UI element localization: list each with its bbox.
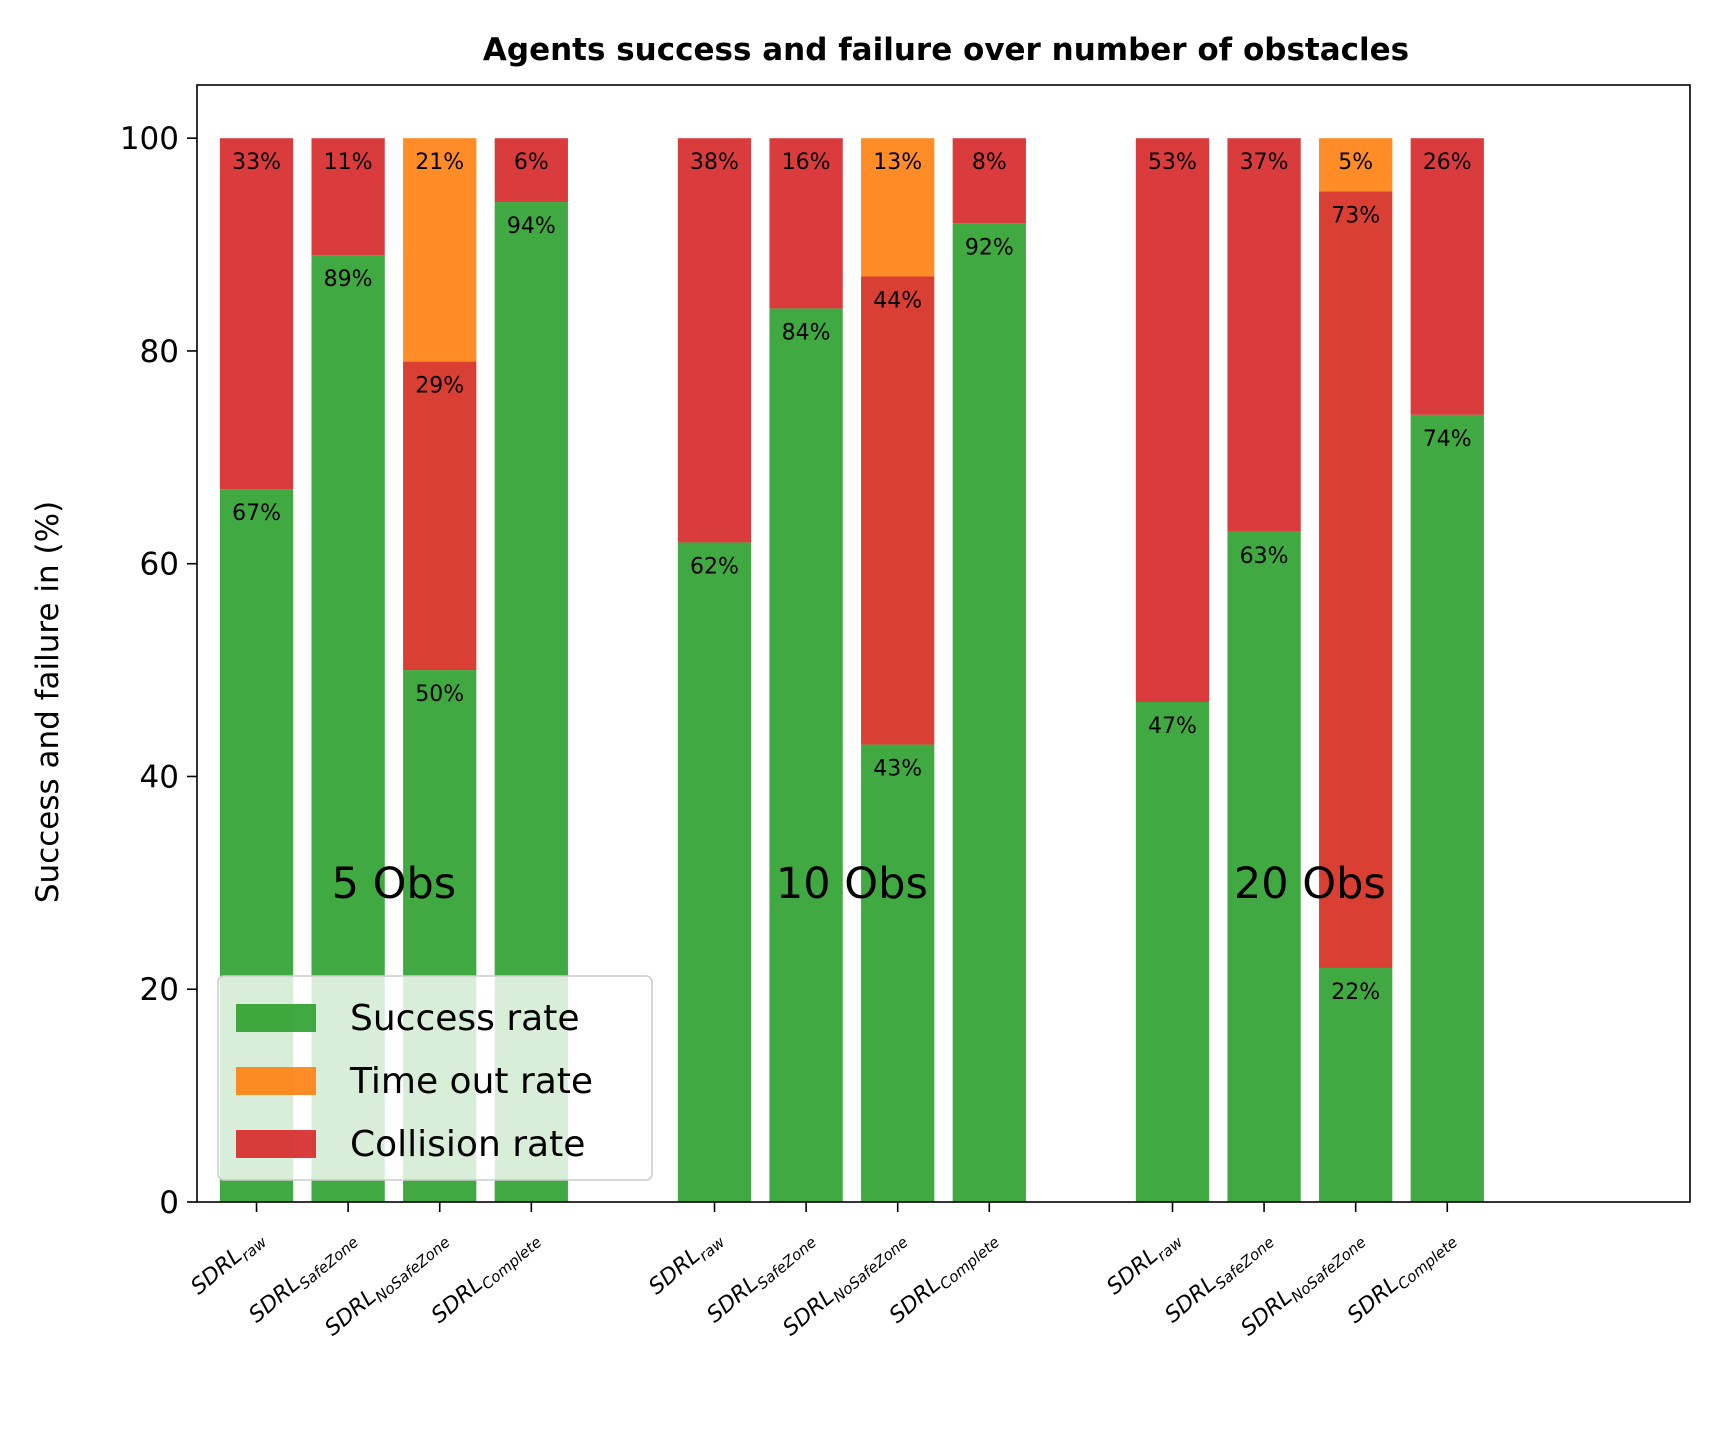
bar-value-label-success: 22% — [1331, 980, 1380, 1005]
bar-value-label-collision: 73% — [1331, 203, 1380, 228]
legend-entry-label: Time out rate — [349, 1061, 593, 1102]
bar-success-segment — [1319, 967, 1393, 1202]
y-tick-label: 20 — [140, 972, 179, 1008]
bar-collision-segment — [219, 138, 294, 490]
bar-value-label-collision: 11% — [324, 150, 373, 175]
bar-value-label-collision: 53% — [1148, 150, 1197, 175]
bar-collision-segment — [403, 361, 477, 671]
y-axis-label: Success and failure in (%) — [30, 501, 66, 903]
group-label: 5 Obs — [332, 859, 457, 909]
bar-collision-segment — [1227, 138, 1301, 532]
bar-collision-segment — [677, 138, 752, 543]
bar-collision-segment — [1410, 138, 1484, 415]
bar-value-label-collision: 33% — [232, 150, 281, 175]
bar-value-label-collision: 37% — [1240, 150, 1289, 175]
bar-success-segment — [677, 542, 752, 1202]
bar-timeout-segment — [403, 138, 477, 362]
bar-value-label-collision: 8% — [972, 150, 1007, 175]
y-tick-label: 100 — [120, 121, 179, 157]
bar-collision-segment — [952, 138, 1026, 224]
bar-value-label-success: 50% — [415, 682, 464, 707]
bar-collision-segment — [311, 138, 385, 256]
group-label: 10 Obs — [776, 859, 928, 909]
bar-collision-segment — [494, 138, 568, 203]
y-tick-label: 60 — [140, 547, 179, 583]
bar-collision-segment — [1135, 138, 1210, 703]
y-tick-label: 0 — [159, 1185, 179, 1221]
bar-value-label-timeout: 13% — [873, 150, 922, 175]
axes-frame — [196, 84, 1691, 1203]
legend-box — [217, 975, 653, 1181]
bar-value-label-success: 43% — [873, 757, 922, 782]
group-label: 20 Obs — [1234, 859, 1386, 909]
bar-value-label-timeout: 21% — [415, 150, 464, 175]
x-tick-label: SDRLraw — [1102, 1225, 1186, 1302]
bar-success-segment — [861, 744, 935, 1202]
legend-entry-label: Success rate — [350, 998, 579, 1039]
legend-swatch — [236, 1004, 316, 1032]
bar-value-label-success: 94% — [507, 214, 556, 239]
bar-value-label-collision: 29% — [415, 374, 464, 399]
bar-value-label-collision: 16% — [782, 150, 831, 175]
bar-success-segment — [769, 308, 843, 1202]
bar-value-label-collision: 6% — [514, 150, 549, 175]
bar-timeout-segment — [861, 138, 935, 277]
bar-value-label-collision: 26% — [1423, 150, 1472, 175]
legend-entry-label: Collision rate — [350, 1124, 585, 1165]
bar-value-label-success: 89% — [324, 267, 373, 292]
bar-value-label-success: 92% — [965, 235, 1014, 260]
x-tick-label: SDRLraw — [186, 1225, 270, 1302]
chart-title: Agents success and failure over number o… — [483, 32, 1409, 68]
bar-value-label-success: 67% — [232, 501, 281, 526]
bar-value-label-collision: 44% — [873, 288, 922, 313]
bar-success-segment — [1410, 414, 1484, 1202]
bar-success-segment — [1227, 531, 1301, 1202]
bar-value-label-success: 74% — [1423, 427, 1472, 452]
bar-value-label-success: 47% — [1148, 714, 1197, 739]
bar-timeout-segment — [1319, 138, 1393, 192]
bar-success-segment — [1135, 702, 1210, 1202]
bar-value-label-collision: 38% — [690, 150, 739, 175]
bar-collision-segment — [861, 276, 935, 745]
y-tick-label: 80 — [140, 334, 179, 370]
bar-value-label-success: 63% — [1240, 544, 1289, 569]
legend: Success rate Time out rate Collision rate — [217, 975, 653, 1181]
legend-swatch — [236, 1130, 316, 1158]
bar-collision-segment — [769, 138, 843, 309]
x-tick-label: SDRLraw — [644, 1225, 728, 1302]
bar-collision-segment — [1319, 191, 1393, 968]
legend-swatch — [236, 1067, 316, 1095]
y-tick-label: 40 — [140, 759, 179, 795]
bar-value-label-success: 84% — [782, 320, 831, 345]
bar-value-label-timeout: 5% — [1338, 150, 1373, 175]
bar-value-label-success: 62% — [690, 554, 739, 579]
bar-success-segment — [952, 223, 1026, 1203]
